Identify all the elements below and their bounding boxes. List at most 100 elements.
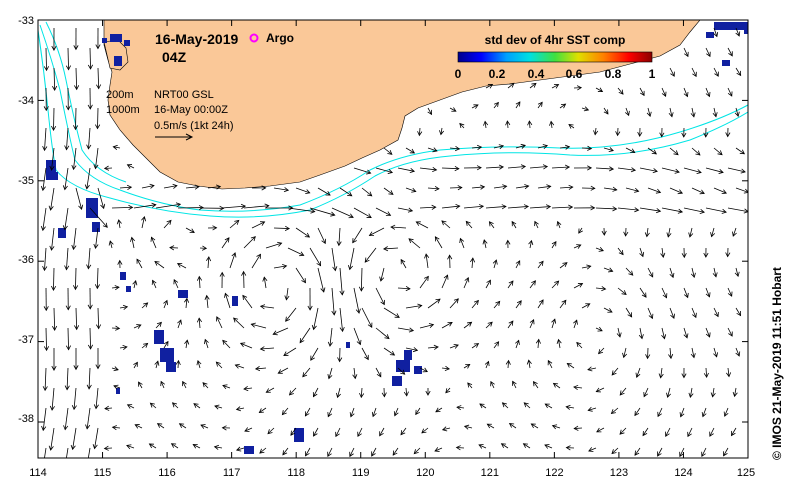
current-arrow — [95, 347, 101, 370]
current-arrow — [421, 427, 429, 434]
current-arrow — [177, 205, 204, 211]
current-arrow — [63, 407, 69, 431]
current-arrow — [317, 227, 326, 245]
current-arrow — [691, 67, 697, 78]
current-arrow — [413, 447, 421, 455]
legend-1000m: 1000m — [106, 104, 140, 116]
current-arrow — [479, 403, 487, 409]
current-arrow — [43, 87, 49, 112]
current-arrow — [666, 387, 672, 398]
current-arrow — [705, 167, 724, 174]
sst-patches — [46, 22, 748, 454]
current-arrow — [463, 165, 482, 171]
current-arrow — [537, 260, 544, 269]
current-arrow — [119, 304, 129, 310]
current-arrow — [244, 427, 253, 432]
current-arrow — [243, 236, 256, 249]
current-arrow — [119, 184, 133, 190]
current-arrow — [578, 227, 583, 234]
current-arrow — [559, 184, 574, 190]
current-arrow — [49, 387, 55, 411]
current-arrow — [565, 445, 575, 451]
current-arrow — [573, 244, 582, 249]
current-arrow — [95, 307, 102, 330]
current-arrow — [95, 27, 101, 50]
current-arrow — [405, 147, 416, 154]
current-arrow — [51, 267, 57, 291]
current-arrow — [192, 443, 201, 449]
current-arrow — [111, 285, 120, 291]
vector-scale-arrow-icon — [155, 133, 194, 141]
current-arrow — [647, 267, 654, 278]
current-arrow — [551, 164, 571, 170]
vector-scale-label: 0.5m/s (1kt 24h) — [154, 120, 233, 132]
current-arrow — [92, 427, 99, 450]
current-arrow — [163, 183, 178, 189]
current-arrow — [49, 227, 55, 251]
y-tick-label: -37 — [18, 334, 34, 346]
current-arrow — [116, 219, 122, 229]
current-arrow — [258, 407, 267, 414]
current-arrow — [336, 387, 341, 399]
current-arrow — [339, 307, 345, 333]
current-arrow — [44, 447, 47, 458]
current-arrow — [48, 427, 55, 451]
x-tick-label: 120 — [416, 467, 434, 479]
current-arrow — [94, 267, 101, 290]
current-arrow — [691, 147, 701, 156]
current-arrow — [196, 359, 202, 369]
current-arrow — [581, 264, 592, 270]
current-arrow — [486, 423, 495, 429]
y-tick-label: -36 — [18, 254, 34, 266]
current-arrow — [141, 183, 155, 189]
x-tick-label: 115 — [94, 467, 112, 479]
current-arrow — [534, 220, 539, 229]
colorbar-tick: 0.8 — [605, 67, 622, 81]
current-arrow — [119, 344, 128, 350]
current-arrow — [644, 227, 650, 238]
current-arrow — [690, 267, 696, 279]
current-arrow — [358, 267, 364, 292]
current-arrow — [551, 84, 560, 89]
current-arrow — [295, 187, 311, 195]
current-arrow — [625, 187, 640, 193]
x-axis — [37, 20, 749, 458]
current-arrow — [93, 227, 99, 250]
current-arrow — [375, 167, 394, 174]
current-arrow — [703, 127, 709, 138]
current-arrow — [196, 317, 203, 329]
current-arrow — [703, 247, 709, 258]
current-arrow — [65, 47, 72, 71]
current-arrow — [87, 327, 94, 350]
current-arrow — [111, 204, 134, 211]
current-arrow — [133, 361, 138, 369]
current-arrow — [103, 445, 113, 451]
current-arrow — [559, 103, 567, 109]
current-arrow — [603, 147, 614, 153]
current-arrow — [441, 426, 451, 432]
current-arrow — [51, 27, 57, 51]
current-arrow — [40, 207, 47, 232]
current-arrow — [108, 240, 114, 249]
current-arrow — [588, 447, 597, 452]
current-arrow — [288, 387, 297, 396]
current-arrow — [175, 359, 181, 369]
current-arrow — [160, 380, 165, 389]
current-arrow — [665, 427, 671, 437]
current-arrow — [284, 287, 290, 301]
current-arrow — [493, 341, 500, 349]
current-arrow — [141, 216, 147, 229]
current-arrow — [483, 120, 489, 129]
current-arrow — [568, 124, 575, 129]
current-arrow — [241, 270, 247, 289]
current-arrow — [484, 360, 490, 369]
current-arrow — [184, 339, 190, 349]
current-arrow — [735, 67, 742, 77]
current-arrow — [507, 280, 514, 289]
current-arrow — [727, 287, 733, 297]
current-arrow — [405, 187, 417, 193]
current-arrow — [463, 363, 471, 369]
current-arrow — [74, 307, 80, 331]
current-arrow — [471, 104, 479, 109]
current-arrow — [259, 346, 275, 352]
